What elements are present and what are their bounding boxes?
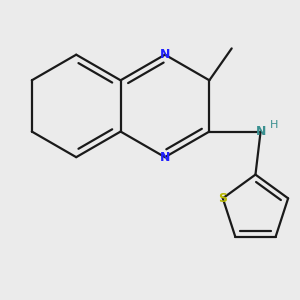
Text: N: N — [160, 151, 170, 164]
Text: N: N — [160, 48, 170, 61]
Text: H: H — [270, 120, 278, 130]
Text: N: N — [255, 125, 266, 138]
Text: S: S — [218, 192, 227, 205]
